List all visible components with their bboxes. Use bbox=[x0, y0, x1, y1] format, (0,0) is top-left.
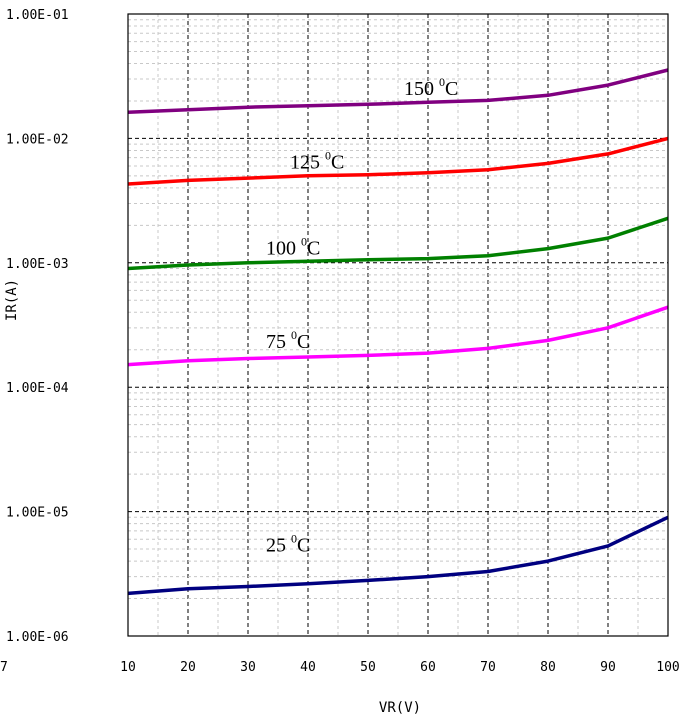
x-tick-label: 60 bbox=[420, 660, 436, 675]
x-tick-label: 90 bbox=[600, 660, 616, 675]
y-tick-label: 1.00E-04 bbox=[6, 381, 69, 396]
series-line bbox=[127, 515, 669, 596]
plot-frame bbox=[127, 13, 669, 637]
stray-label: 7 bbox=[0, 660, 8, 675]
series-lines bbox=[127, 68, 669, 596]
x-tick-label: 50 bbox=[360, 660, 376, 675]
x-tick-label: 30 bbox=[240, 660, 256, 675]
y-tick-label: 1.00E-03 bbox=[6, 257, 69, 272]
series-line bbox=[127, 305, 669, 367]
y-tick-label: 1.00E-05 bbox=[6, 506, 69, 521]
x-tick-label: 80 bbox=[540, 660, 556, 675]
tick-labels: 10 20 30 40 50 60 70 80 90 100 1.00E-01 1.00E-02 1.0… bbox=[6, 8, 680, 675]
x-axis-title: VR(V) bbox=[379, 700, 421, 716]
series-label: 100 0C bbox=[266, 234, 320, 259]
series-label: 125 0C bbox=[290, 149, 344, 174]
series-line bbox=[127, 68, 669, 115]
x-tick-label: 100 bbox=[656, 660, 679, 675]
series-label: 150 0C bbox=[404, 75, 458, 100]
grid bbox=[128, 14, 668, 636]
y-axis-title: IR(A) bbox=[4, 279, 20, 321]
y-tick-label: 1.00E-06 bbox=[6, 630, 69, 645]
y-tick-label: 1.00E-01 bbox=[6, 8, 69, 23]
x-tick-label: 40 bbox=[300, 660, 316, 675]
series-labels: 150 0C 125 0C 100 0C 75 0C 25 0C bbox=[266, 75, 458, 557]
x-tick-label: 20 bbox=[180, 660, 196, 675]
series-label: 75 0C bbox=[266, 328, 310, 353]
series-line bbox=[127, 136, 669, 186]
y-tick-label: 1.00E-02 bbox=[6, 132, 69, 147]
series-label: 25 0C bbox=[266, 532, 310, 557]
x-tick-label: 10 bbox=[120, 660, 136, 675]
plot-border bbox=[127, 13, 669, 637]
series-line bbox=[127, 216, 669, 271]
x-tick-label: 70 bbox=[480, 660, 496, 675]
